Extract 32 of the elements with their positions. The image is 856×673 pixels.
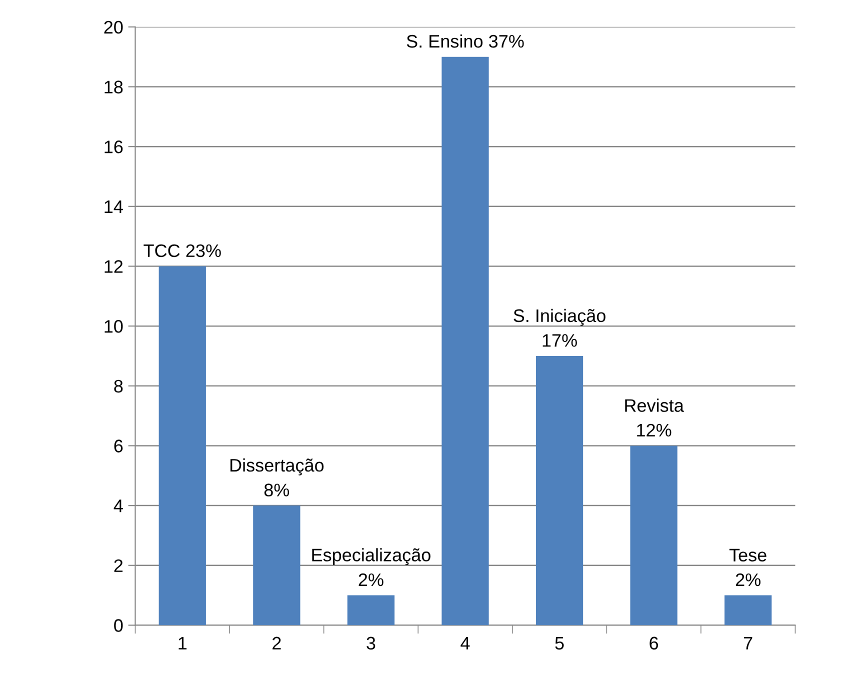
bar (630, 446, 678, 626)
y-tick-label: 20 (104, 20, 123, 34)
bar (253, 506, 300, 626)
x-tick-label: 1 (178, 636, 187, 650)
bar (442, 56, 489, 626)
y-tick-label: 18 (104, 80, 123, 94)
y-tick-label: 2 (114, 559, 123, 572)
bar (158, 266, 206, 626)
annotation: TCC 23% (144, 244, 221, 258)
annotation: Revista 12% (625, 398, 684, 437)
y-tick-label: 12 (104, 260, 123, 273)
annotation: S. Ensino 37% (406, 34, 524, 48)
y-tick-label: 10 (104, 320, 123, 333)
bar (724, 595, 772, 626)
x-tick-label: 5 (555, 636, 564, 650)
annotation: Tese 2% (729, 548, 766, 586)
annotation: Especialização 2% (312, 548, 430, 586)
y-tick-label: 4 (114, 500, 123, 512)
y-tick-label: 8 (114, 380, 123, 393)
y-tick-label: 0 (114, 619, 123, 632)
y-tick-label: 16 (104, 140, 123, 154)
annotation: Dissertação 8% (230, 458, 324, 496)
annotation: S. Iniciação 17% (514, 308, 606, 347)
x-tick-label: 6 (650, 636, 658, 650)
x-tick-label: 3 (366, 636, 376, 650)
x-tick-label: 2 (272, 636, 281, 650)
x-tick-label: 4 (460, 636, 470, 650)
bar (536, 356, 584, 626)
y-tick-label: 6 (114, 440, 123, 452)
x-tick-label: 7 (744, 636, 752, 650)
y-tick-label: 14 (104, 200, 123, 213)
bar (347, 595, 395, 626)
